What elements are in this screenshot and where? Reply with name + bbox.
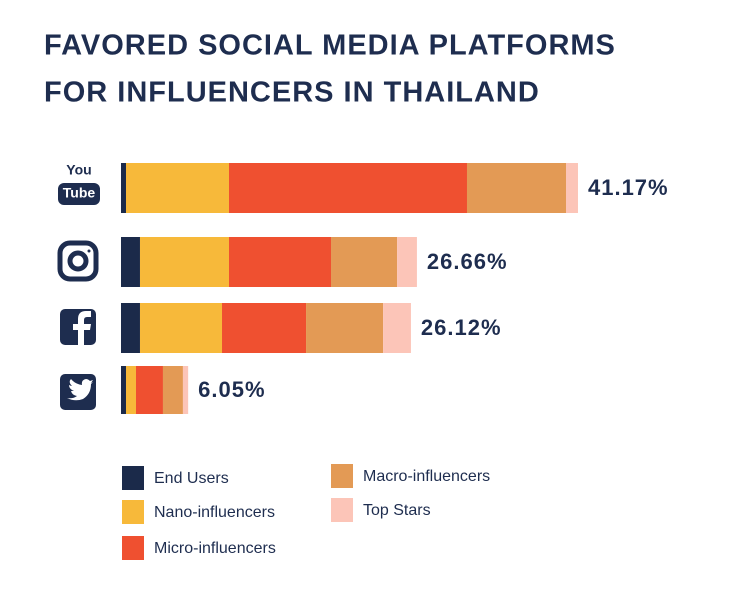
bar-segment [125,163,230,213]
bar-segment [121,303,140,353]
bar-segment [121,163,126,213]
total-label: 26.12% [421,315,502,340]
bar-segment [121,237,140,287]
logo-text: You [66,162,91,178]
bar-segment [222,303,307,353]
legend-swatch [122,466,144,490]
bar-segment [182,366,189,414]
bar-segment [383,303,411,353]
bar-segment [331,237,398,287]
legend-label: Micro-influencers [154,540,276,557]
total-label: 6.05% [198,377,265,402]
bar-segment [139,237,230,287]
instagram-icon [57,240,99,282]
bar-segment [125,366,136,414]
legend-swatch [331,464,353,488]
legend-swatch [122,500,144,524]
legend-label: Top Stars [363,502,431,519]
bar-segment [306,303,384,353]
total-label: 26.66% [427,249,508,274]
legend-swatch [122,536,144,560]
bar-segment [229,163,467,213]
bar-segment [139,303,223,353]
chart-title: FOR INFLUENCERS IN THAILAND [44,77,540,109]
bar-segment [565,163,578,213]
bar-segment [466,163,566,213]
bar-segment [162,366,183,414]
legend-swatch [331,498,353,522]
bar-segment [397,237,417,287]
chart-title: FAVORED SOCIAL MEDIA PLATFORMS [44,30,616,62]
bar-segment [229,237,332,287]
total-label: 41.17% [588,175,669,200]
legend-label: Macro-influencers [363,468,490,485]
bar-segment [121,366,126,414]
legend-label: Nano-influencers [154,504,275,521]
twitter-icon [60,374,96,410]
legend-label: End Users [154,470,229,487]
logo-text: Tube [63,185,96,201]
bar-segment [135,366,163,414]
facebook-icon [60,309,96,345]
youtube-icon: You Tube [58,162,100,205]
